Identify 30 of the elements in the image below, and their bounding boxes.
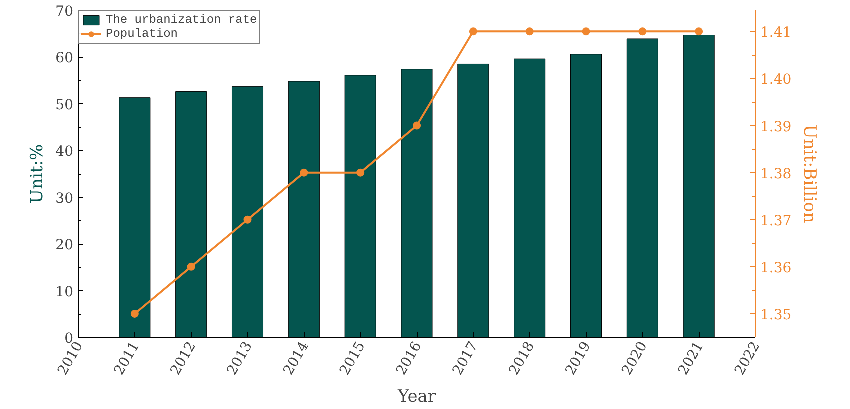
y-tick-label: 10 <box>56 284 74 300</box>
legend-label: Population <box>106 27 178 41</box>
y2-tick-label: 1.38 <box>760 166 792 182</box>
y-tick-label: 60 <box>56 50 74 67</box>
y2-tick-label: 1.36 <box>760 260 792 276</box>
point <box>187 262 196 271</box>
point <box>244 216 252 224</box>
point <box>300 168 308 177</box>
point <box>469 28 478 36</box>
point <box>582 28 590 36</box>
y2-tick-label: 1.41 <box>760 25 792 42</box>
y-tick-label: 40 <box>56 144 74 160</box>
y-tick-label: 30 <box>56 190 74 207</box>
y-tick-label: 20 <box>56 238 74 254</box>
point <box>695 28 704 36</box>
point <box>526 28 534 36</box>
y-axis-title: Unit:% <box>28 144 48 204</box>
y-tick-label: 70 <box>56 4 74 20</box>
y-tick-label: 50 <box>56 97 74 114</box>
point <box>413 122 421 130</box>
point <box>130 310 139 318</box>
point <box>638 28 647 36</box>
legend-label: The urbanization rate <box>106 13 258 27</box>
y2-tick-label: 1.35 <box>760 307 792 324</box>
y2-axis-title: Unit:Billion <box>800 124 820 224</box>
y2-tick-label: 1.40 <box>760 72 792 88</box>
y2-tick-label: 1.37 <box>760 213 792 230</box>
y2-tick-label: 1.39 <box>760 119 792 136</box>
point <box>356 168 365 177</box>
x-axis-title: Year <box>396 386 437 407</box>
